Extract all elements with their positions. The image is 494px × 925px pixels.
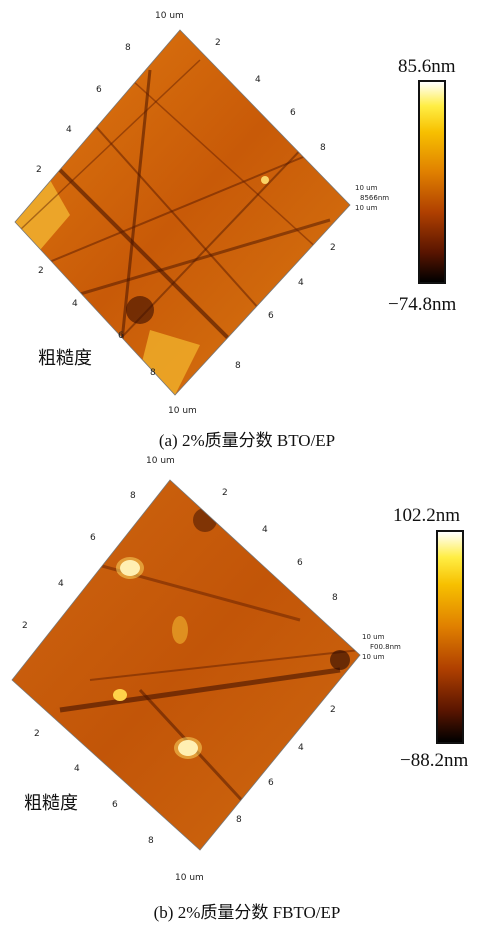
colorbar bbox=[436, 530, 464, 744]
tick-label: 2 bbox=[36, 165, 42, 175]
tick-label: 2 bbox=[330, 705, 336, 715]
colorbar-max-label: 85.6nm bbox=[398, 56, 456, 77]
figure-caption-a: (a) 2%质量分数 BTO/EP bbox=[158, 431, 336, 450]
roughness-label: 粗糙度 bbox=[24, 793, 78, 814]
colorbar-min-label: −88.2nm bbox=[400, 750, 469, 771]
axis-top-label: 10 um bbox=[155, 11, 184, 21]
tick-label: 8 bbox=[130, 491, 136, 501]
axis-right-label-2: 8566nm bbox=[360, 194, 389, 202]
tick-label: 4 bbox=[72, 299, 78, 309]
axis-right-label-3: 10 um bbox=[362, 653, 385, 661]
tick-label: 8 bbox=[150, 368, 156, 378]
tick-label: 6 bbox=[96, 85, 102, 95]
axis-top-label: 10 um bbox=[146, 456, 175, 466]
colorbar-max-label: 102.2nm bbox=[393, 505, 461, 526]
tick-label: 8 bbox=[148, 836, 154, 846]
tick-label: 6 bbox=[290, 108, 296, 118]
roughness-label: 粗糙度 bbox=[38, 348, 92, 369]
afm-image-b bbox=[12, 480, 360, 850]
tick-label: 8 bbox=[320, 143, 326, 153]
tick-label: 4 bbox=[74, 764, 80, 774]
colorbar-min-label: −74.8nm bbox=[388, 294, 457, 315]
tick-label: 2 bbox=[22, 621, 28, 631]
axis-bottom-label: 10 um bbox=[168, 406, 197, 416]
tick-label: 6 bbox=[268, 311, 274, 321]
axis-right-label-1: 10 um bbox=[362, 633, 385, 641]
tick-label: 6 bbox=[268, 778, 274, 788]
axis-right-label-2: F00.8nm bbox=[370, 643, 401, 651]
tick-label: 6 bbox=[112, 800, 118, 810]
tick-label: 4 bbox=[298, 743, 304, 753]
tick-label: 2 bbox=[38, 266, 44, 276]
tick-label: 4 bbox=[66, 125, 72, 135]
afm-image-a bbox=[15, 30, 350, 395]
tick-label: 8 bbox=[125, 43, 131, 53]
afm-surface-a: 10 um 10 um 10 um 8566nm 10 um 8 6 4 2 2… bbox=[14, 11, 389, 416]
figure-panel-a: 10 um 10 um 10 um 8566nm 10 um 8 6 4 2 2… bbox=[0, 0, 494, 460]
tick-label: 8 bbox=[236, 815, 242, 825]
axis-right-label-1: 10 um bbox=[355, 184, 378, 192]
tick-label: 6 bbox=[118, 331, 124, 341]
colorbar bbox=[418, 80, 446, 284]
tick-label: 8 bbox=[332, 593, 338, 603]
tick-label: 2 bbox=[215, 38, 221, 48]
figure-panel-b: 10 um 10 um 10 um F00.8nm 10 um 8 6 4 2 … bbox=[0, 450, 494, 922]
axis-bottom-label: 10 um bbox=[175, 873, 204, 883]
tick-label: 4 bbox=[58, 579, 64, 589]
tick-label: 6 bbox=[297, 558, 303, 568]
tick-label: 2 bbox=[330, 243, 336, 253]
axis-right-label-3: 10 um bbox=[355, 204, 378, 212]
tick-label: 8 bbox=[235, 361, 241, 371]
tick-label: 2 bbox=[222, 488, 228, 498]
tick-label: 2 bbox=[34, 729, 40, 739]
figure-caption-b: (b) 2%质量分数 FBTO/EP bbox=[153, 903, 341, 922]
tick-label: 4 bbox=[255, 75, 261, 85]
tick-label: 4 bbox=[298, 278, 304, 288]
afm-surface-b: 10 um 10 um 10 um F00.8nm 10 um 8 6 4 2 … bbox=[11, 456, 401, 883]
tick-label: 6 bbox=[90, 533, 96, 543]
tick-label: 4 bbox=[262, 525, 268, 535]
